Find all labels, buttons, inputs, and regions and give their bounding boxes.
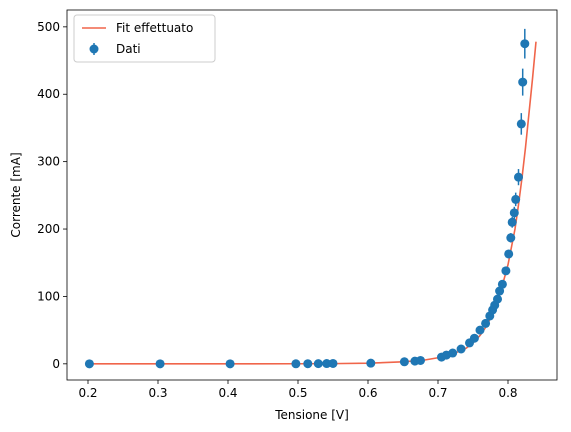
x-tick-label: 0.4 bbox=[218, 386, 237, 400]
legend-fit-label: Fit effettuato bbox=[116, 21, 193, 35]
x-tick-label: 0.5 bbox=[288, 386, 307, 400]
data-point bbox=[506, 233, 516, 243]
legend-box bbox=[73, 14, 216, 63]
data-point bbox=[291, 359, 301, 369]
data-point bbox=[366, 358, 376, 368]
data-point bbox=[493, 294, 502, 304]
data-point bbox=[155, 359, 165, 369]
data-point bbox=[514, 172, 523, 182]
data-point bbox=[399, 357, 409, 367]
data-point bbox=[507, 217, 517, 227]
x-axis-label: Tensione [V] bbox=[274, 408, 349, 422]
y-axis-label: Corrente [mA] bbox=[9, 152, 23, 237]
data-point bbox=[497, 279, 507, 289]
data-point bbox=[225, 359, 235, 369]
y-tick-label: 200 bbox=[37, 222, 60, 236]
plot-area bbox=[84, 28, 537, 369]
data-point bbox=[495, 286, 505, 296]
data-point bbox=[511, 194, 521, 204]
x-tick-label: 0.2 bbox=[78, 386, 97, 400]
x-tick-label: 0.3 bbox=[148, 386, 167, 400]
data-point bbox=[84, 359, 94, 369]
y-tick-label: 0 bbox=[52, 357, 60, 371]
legend-data-label: Dati bbox=[116, 42, 141, 56]
data-point bbox=[516, 119, 526, 129]
data-point bbox=[475, 325, 485, 335]
data-point bbox=[322, 359, 332, 369]
x-axis: 0.2 0.3 0.4 0.5 0.6 0.7 0.8 bbox=[78, 380, 518, 400]
data-point bbox=[313, 359, 323, 369]
y-tick-label: 100 bbox=[37, 289, 60, 303]
y-tick-label: 300 bbox=[37, 155, 60, 169]
data-point bbox=[504, 249, 514, 259]
data-point bbox=[328, 358, 338, 368]
x-tick-label: 0.7 bbox=[428, 386, 447, 400]
data-point bbox=[518, 77, 528, 87]
legend: Fit effettuato Dati bbox=[73, 14, 216, 63]
y-axis: 0 100 200 300 400 500 bbox=[37, 20, 67, 371]
data-point bbox=[481, 318, 491, 328]
fit-line bbox=[88, 41, 537, 365]
x-tick-label: 0.8 bbox=[498, 386, 517, 400]
data-point bbox=[456, 344, 466, 354]
data-point bbox=[520, 39, 530, 49]
data-point bbox=[509, 208, 519, 218]
data-point bbox=[448, 348, 458, 358]
data-point bbox=[416, 355, 425, 365]
data-point bbox=[501, 266, 511, 276]
y-tick-label: 500 bbox=[37, 20, 60, 34]
x-tick-label: 0.6 bbox=[358, 386, 377, 400]
data-point bbox=[469, 333, 479, 343]
plot-frame bbox=[66, 9, 558, 381]
legend-data-marker bbox=[89, 44, 99, 54]
y-tick-label: 400 bbox=[37, 87, 60, 101]
data-point bbox=[303, 359, 313, 369]
